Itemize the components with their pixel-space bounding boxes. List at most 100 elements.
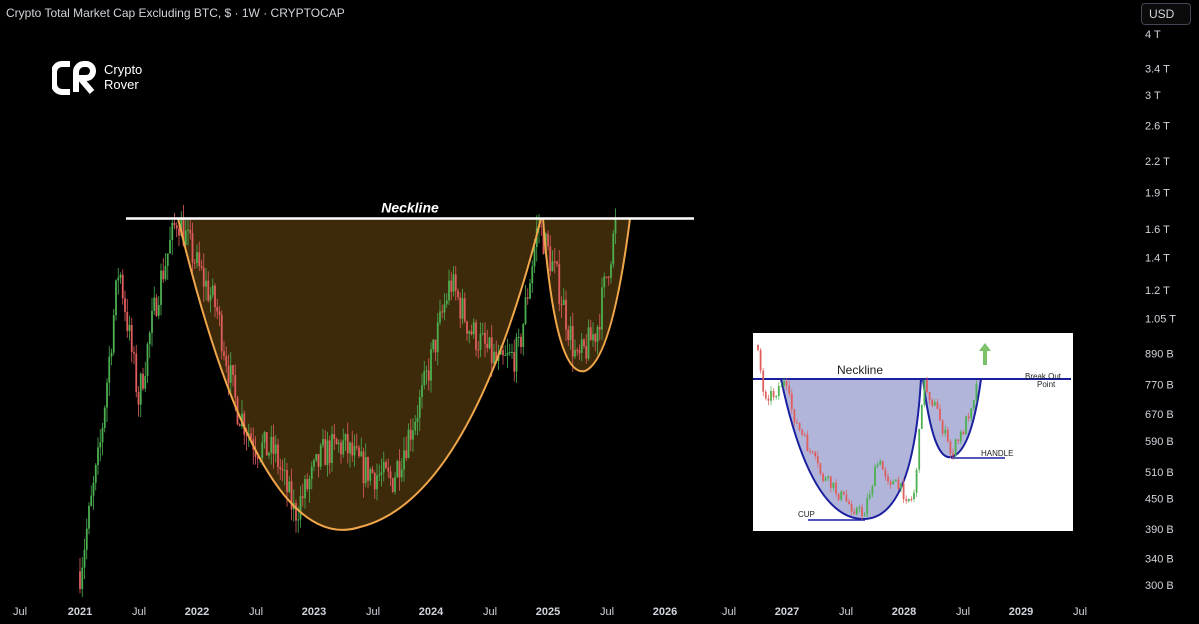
candle-body bbox=[79, 571, 81, 590]
candle-body bbox=[110, 352, 113, 357]
candle-body bbox=[155, 297, 158, 316]
candle-body bbox=[245, 434, 248, 436]
x-tick-label: 2022 bbox=[185, 606, 209, 618]
inset-candle-body bbox=[933, 402, 936, 406]
inset-candle-body bbox=[905, 499, 908, 502]
candle-body bbox=[115, 280, 117, 316]
candle-body bbox=[281, 468, 284, 471]
x-tick-label: Jul bbox=[956, 606, 970, 618]
inset-candle-body bbox=[918, 428, 921, 470]
candle-body bbox=[520, 336, 522, 347]
candle-body bbox=[405, 450, 408, 459]
x-tick-label: 2021 bbox=[68, 606, 92, 618]
candle-body bbox=[585, 346, 588, 359]
inset-candle-body bbox=[785, 381, 788, 386]
candle-body bbox=[193, 262, 196, 264]
candle-body bbox=[326, 440, 329, 466]
candle-body bbox=[256, 456, 259, 459]
candle-body bbox=[279, 466, 282, 469]
inset-candle-body bbox=[816, 456, 819, 464]
inset-candle-body bbox=[913, 492, 915, 500]
candle-body bbox=[421, 385, 423, 397]
candle-body bbox=[448, 280, 450, 301]
candle-body bbox=[578, 350, 581, 353]
inset-candle-body bbox=[949, 441, 952, 454]
inset-candle-body bbox=[954, 439, 957, 456]
candle-body bbox=[565, 299, 567, 330]
x-tick-label: 2029 bbox=[1009, 606, 1033, 618]
y-tick-label: 1.05 T bbox=[1145, 314, 1176, 326]
breakout-arrow-icon bbox=[979, 343, 991, 365]
inset-candle-body bbox=[876, 464, 879, 467]
candle-body bbox=[583, 339, 585, 347]
candle-body bbox=[358, 447, 360, 457]
candle-body bbox=[533, 247, 536, 267]
candle-body bbox=[223, 351, 225, 356]
candle-body bbox=[166, 253, 169, 266]
inset-candle-body bbox=[871, 486, 874, 495]
inset-diagram: Neckline Break Out Point HANDLE CUP bbox=[753, 343, 1071, 521]
inset-candle-body bbox=[858, 507, 861, 509]
candle-body bbox=[142, 373, 144, 389]
candle-body bbox=[225, 355, 228, 366]
candle-body bbox=[290, 481, 293, 510]
candle-body bbox=[454, 274, 457, 291]
inset-candle-body bbox=[801, 429, 804, 435]
candle-body bbox=[310, 466, 313, 480]
inset-candle-body bbox=[811, 451, 814, 453]
inset-candle-body bbox=[762, 370, 765, 392]
candle-body bbox=[187, 229, 189, 231]
y-tick-label: 890 B bbox=[1145, 349, 1174, 361]
inset-candle-body bbox=[926, 380, 928, 392]
candle-body bbox=[124, 298, 126, 312]
candle-body bbox=[486, 343, 489, 349]
logo-mark-icon bbox=[51, 61, 96, 95]
currency-label: USD bbox=[1149, 7, 1175, 21]
inset-candle-body bbox=[931, 399, 934, 406]
candle-body bbox=[499, 350, 502, 355]
inset-candle-body bbox=[897, 479, 900, 489]
candle-body bbox=[112, 315, 115, 353]
x-tick-label: Jul bbox=[839, 606, 853, 618]
y-tick-label: 670 B bbox=[1145, 409, 1174, 421]
y-tick-label: 2.2 T bbox=[1145, 156, 1170, 168]
candle-body bbox=[83, 549, 86, 568]
inset-candle-body bbox=[900, 483, 902, 489]
candle-body bbox=[144, 376, 147, 389]
candle-body bbox=[88, 505, 90, 529]
candle-body bbox=[562, 299, 565, 305]
y-tick-label: 1.9 T bbox=[1145, 187, 1170, 199]
inset-candle-body bbox=[946, 429, 949, 442]
candle-body bbox=[389, 471, 392, 479]
candle-body bbox=[423, 371, 426, 386]
y-tick-label: 2.6 T bbox=[1145, 121, 1170, 133]
inset-candle-body bbox=[928, 391, 931, 400]
candle-body bbox=[396, 461, 399, 478]
neckline-label: Neckline bbox=[381, 200, 439, 216]
candle-body bbox=[432, 339, 435, 350]
candle-body bbox=[283, 470, 286, 472]
candle-body bbox=[587, 327, 590, 359]
inset-breakout-label-2: Point bbox=[1037, 380, 1056, 389]
candle-body bbox=[295, 503, 297, 521]
candle-body bbox=[488, 337, 491, 349]
currency-button[interactable]: USD bbox=[1141, 3, 1191, 25]
x-tick-label: 2027 bbox=[775, 606, 799, 618]
y-tick-label: 1.2 T bbox=[1145, 285, 1170, 297]
candle-body bbox=[551, 261, 554, 272]
candle-body bbox=[315, 454, 318, 461]
candle-body bbox=[229, 365, 232, 383]
candle-body bbox=[209, 295, 212, 301]
candle-body bbox=[173, 222, 176, 226]
candle-body bbox=[576, 350, 579, 352]
candle-body bbox=[130, 325, 133, 352]
inset-candle-body bbox=[866, 498, 869, 515]
candle-body bbox=[610, 264, 612, 278]
inset-candle-body bbox=[814, 452, 817, 457]
inset-candle-body bbox=[850, 504, 853, 512]
candle-body bbox=[184, 230, 187, 245]
candle-body bbox=[328, 440, 331, 463]
candle-body bbox=[268, 452, 270, 456]
candle-body bbox=[515, 337, 518, 372]
